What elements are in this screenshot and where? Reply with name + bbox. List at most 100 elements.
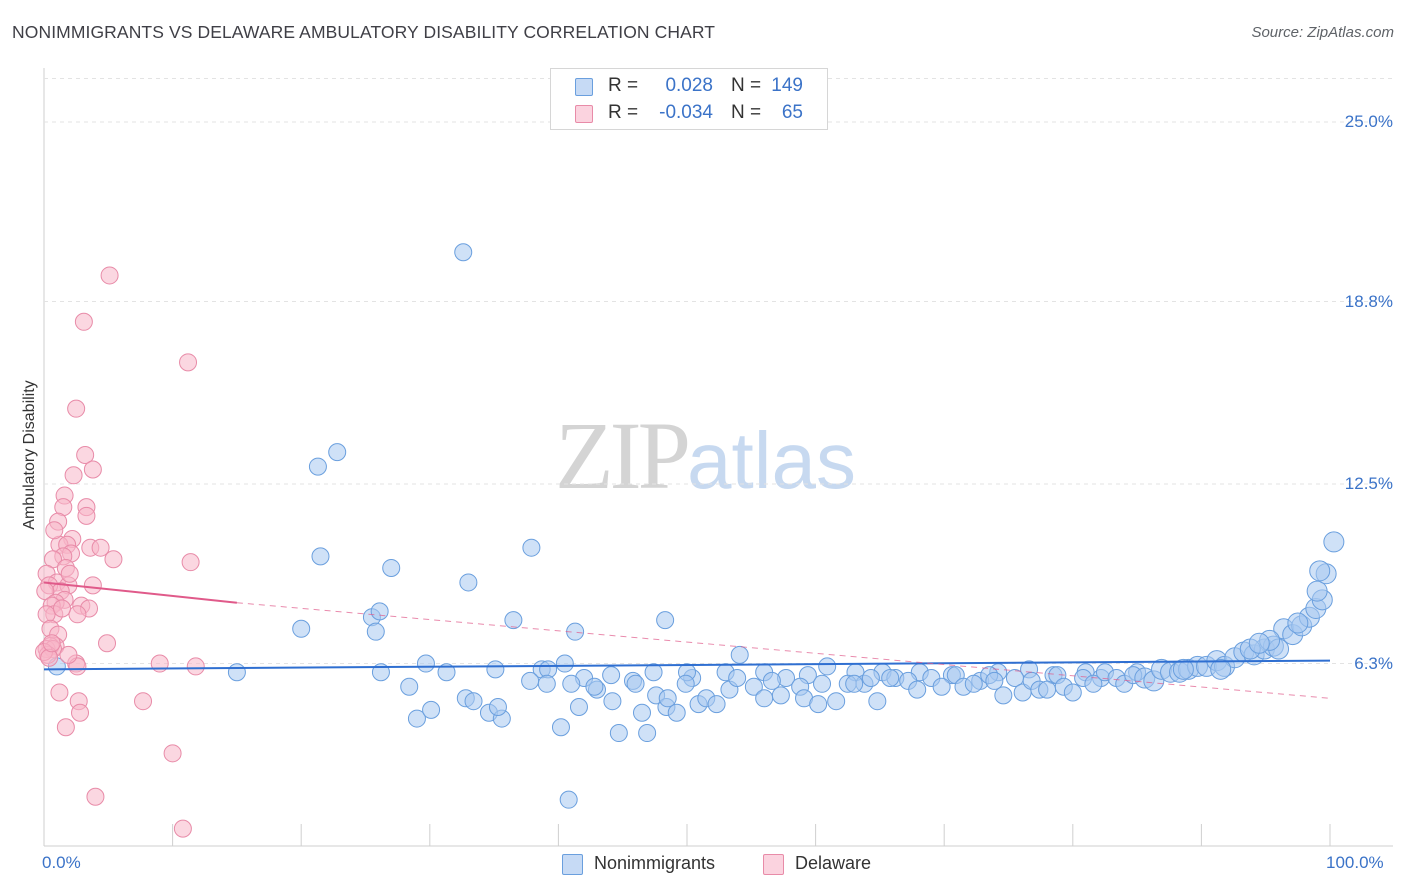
stats-r-label: R = (608, 75, 639, 96)
point-nonimmigrants (658, 689, 677, 708)
point-nonimmigrants (707, 695, 726, 714)
point-delaware (186, 657, 205, 676)
watermark-zip: ZIP (555, 402, 691, 509)
point-nonimmigrants (845, 674, 864, 693)
point-nonimmigrants (551, 718, 570, 737)
trend-line-delaware-extended (236, 602, 1331, 699)
point-delaware (74, 312, 93, 331)
point-nonimmigrants (1210, 658, 1232, 680)
stats-r-value: 0.028 (665, 75, 713, 96)
point-nonimmigrants (755, 689, 774, 708)
stats-n-label: N = (731, 102, 762, 123)
point-delaware (64, 466, 83, 485)
point-delaware (56, 718, 75, 737)
point-nonimmigrants (382, 558, 401, 577)
point-nonimmigrants (537, 674, 556, 693)
point-delaware (181, 553, 200, 572)
point-nonimmigrants (964, 674, 983, 693)
point-nonimmigrants (1306, 580, 1328, 602)
point-nonimmigrants (667, 703, 686, 722)
point-nonimmigrants (422, 700, 441, 719)
point-delaware (134, 692, 153, 711)
point-nonimmigrants (521, 671, 540, 690)
point-delaware (42, 634, 61, 653)
point-nonimmigrants (644, 663, 663, 682)
point-delaware (50, 683, 69, 702)
y-tick-label: 18.8% (1344, 291, 1393, 311)
stats-r-value: -0.034 (659, 102, 713, 123)
point-nonimmigrants (459, 573, 478, 592)
point-delaware (86, 787, 105, 806)
point-nonimmigrants (311, 547, 330, 566)
point-delaware (77, 506, 96, 525)
point-delaware (104, 550, 123, 569)
point-delaware (45, 521, 64, 540)
point-nonimmigrants (881, 669, 900, 688)
point-nonimmigrants (994, 686, 1013, 705)
chart-title: NONIMMIGRANTS VS DELAWARE AMBULATORY DIS… (12, 22, 716, 42)
point-nonimmigrants (762, 671, 781, 690)
point-nonimmigrants (985, 671, 1004, 690)
legend-swatch-nonimmigrants (562, 854, 583, 875)
trend-line-nonimmigrants (43, 659, 1331, 671)
point-nonimmigrants (559, 790, 578, 809)
point-nonimmigrants (827, 692, 846, 711)
point-delaware (68, 605, 87, 624)
point-nonimmigrants (809, 695, 828, 714)
point-nonimmigrants (400, 677, 419, 696)
point-delaware (83, 460, 102, 479)
point-nonimmigrants (868, 692, 887, 711)
point-delaware (67, 399, 86, 418)
legend-label-nonimmigrants: Nonimmigrants (594, 853, 716, 873)
point-nonimmigrants (818, 657, 837, 676)
stats-box: R = 0.028 N = 149 R = -0.034 N = 65 (550, 68, 828, 130)
point-nonimmigrants (638, 724, 657, 743)
point-nonimmigrants (656, 611, 675, 630)
point-nonimmigrants (585, 677, 604, 696)
point-nonimmigrants (730, 645, 749, 664)
point-delaware (179, 353, 198, 372)
source-label: Source: ZipAtlas.com (1251, 24, 1394, 41)
point-nonimmigrants (488, 697, 507, 716)
y-tick-label: 25.0% (1344, 111, 1393, 131)
point-nonimmigrants (908, 680, 927, 699)
point-delaware (173, 819, 192, 838)
point-nonimmigrants (1248, 632, 1270, 654)
point-nonimmigrants (861, 669, 880, 688)
point-nonimmigrants (370, 602, 389, 621)
point-nonimmigrants (486, 660, 505, 679)
point-nonimmigrants (603, 692, 622, 711)
point-nonimmigrants (416, 654, 435, 673)
point-nonimmigrants (555, 654, 574, 673)
point-nonimmigrants (813, 674, 832, 693)
point-nonimmigrants (744, 677, 763, 696)
point-delaware (100, 266, 119, 285)
point-nonimmigrants (1309, 560, 1331, 582)
stats-n-value: 149 (771, 75, 803, 96)
y-tick-label: 12.5% (1344, 473, 1393, 493)
stats-n-label: N = (731, 75, 762, 96)
point-nonimmigrants (676, 674, 695, 693)
point-nonimmigrants (454, 243, 473, 262)
point-delaware (91, 538, 110, 557)
point-nonimmigrants (626, 674, 645, 693)
stats-swatch-nonimmigrants (575, 78, 593, 96)
trend-line-delaware (43, 581, 238, 604)
point-nonimmigrants (771, 686, 790, 705)
point-delaware (53, 599, 72, 618)
legend-swatch-delaware (763, 854, 784, 875)
point-nonimmigrants (602, 666, 621, 685)
point-nonimmigrants (227, 663, 246, 682)
point-delaware (83, 576, 102, 595)
point-nonimmigrants (1287, 612, 1309, 634)
point-nonimmigrants (366, 622, 385, 641)
point-nonimmigrants (932, 677, 951, 696)
x-tick-min: 0.0% (42, 853, 81, 872)
watermark: ZIPatlas (555, 400, 856, 511)
point-nonimmigrants (328, 443, 347, 462)
point-nonimmigrants (292, 619, 311, 638)
point-nonimmigrants (562, 674, 581, 693)
x-tick-max: 100.0% (1326, 853, 1384, 872)
stats-swatch-delaware (575, 105, 593, 123)
point-delaware (76, 446, 95, 465)
